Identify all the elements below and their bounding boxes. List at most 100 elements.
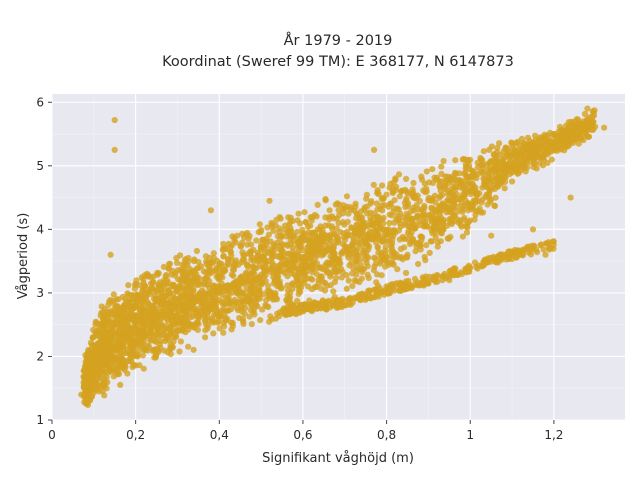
- data-point: [374, 244, 381, 251]
- data-point: [147, 330, 154, 337]
- data-point: [557, 139, 565, 146]
- data-point: [567, 194, 574, 201]
- data-point: [502, 165, 509, 172]
- data-point: [224, 282, 231, 289]
- data-point: [490, 256, 497, 263]
- data-point: [552, 141, 559, 148]
- data-point: [116, 326, 123, 333]
- data-point: [298, 284, 305, 291]
- data-point: [370, 210, 377, 217]
- data-point: [131, 332, 138, 340]
- data-point: [404, 190, 411, 197]
- data-point: [99, 352, 106, 359]
- data-point: [395, 171, 403, 178]
- data-point: [204, 325, 211, 332]
- data-point: [84, 401, 92, 408]
- data-point: [220, 329, 227, 336]
- data-point: [179, 279, 186, 286]
- data-point: [436, 225, 443, 233]
- data-point: [503, 256, 510, 263]
- data-point: [459, 233, 466, 240]
- x-tick-label: 0,8: [377, 428, 396, 442]
- data-point: [532, 154, 539, 161]
- data-point: [580, 137, 587, 144]
- data-point: [318, 273, 325, 280]
- data-point: [178, 326, 185, 333]
- data-point: [265, 282, 272, 289]
- data-point: [251, 270, 258, 277]
- data-point: [462, 161, 469, 168]
- data-point: [434, 216, 441, 223]
- data-point: [492, 162, 500, 169]
- data-point: [293, 275, 300, 282]
- data-point: [401, 244, 408, 251]
- data-point: [247, 283, 254, 290]
- data-point: [105, 369, 112, 376]
- data-point: [298, 301, 306, 308]
- data-point: [521, 155, 528, 162]
- data-point: [125, 292, 132, 299]
- data-point: [173, 254, 180, 262]
- data-point: [462, 189, 469, 196]
- data-point: [256, 221, 263, 228]
- data-point: [210, 250, 217, 257]
- data-point: [195, 320, 202, 327]
- data-point: [362, 256, 369, 263]
- data-point: [340, 210, 347, 217]
- data-point: [224, 307, 231, 314]
- data-point: [200, 298, 207, 306]
- data-point: [529, 246, 536, 253]
- data-point: [399, 233, 406, 241]
- data-point: [456, 195, 464, 203]
- data-point: [242, 293, 249, 300]
- data-point: [171, 295, 178, 302]
- data-point: [352, 229, 359, 236]
- data-point: [273, 271, 280, 278]
- data-point: [571, 127, 578, 134]
- data-point: [253, 265, 260, 272]
- data-point: [171, 318, 178, 325]
- data-point: [211, 319, 218, 326]
- data-point: [258, 281, 265, 288]
- data-point: [300, 254, 307, 261]
- data-point: [207, 207, 214, 214]
- data-point: [512, 166, 519, 173]
- data-point: [106, 343, 113, 350]
- data-point: [389, 229, 396, 236]
- data-point: [276, 313, 283, 320]
- data-point: [346, 232, 353, 239]
- data-point: [144, 298, 151, 306]
- data-point: [193, 247, 200, 255]
- data-point: [202, 253, 209, 260]
- data-point: [104, 379, 111, 386]
- data-point: [447, 267, 454, 274]
- data-point: [315, 300, 322, 307]
- x-tick-label: 0: [48, 428, 56, 442]
- data-point: [478, 156, 485, 163]
- data-point: [392, 187, 399, 194]
- data-point: [207, 259, 214, 266]
- data-point: [169, 327, 176, 334]
- data-point: [456, 183, 463, 191]
- data-point: [544, 159, 551, 166]
- data-point: [95, 327, 102, 334]
- data-point: [253, 302, 260, 309]
- data-point: [101, 316, 108, 323]
- data-point: [555, 128, 563, 135]
- data-point: [262, 263, 269, 271]
- data-point: [353, 221, 360, 228]
- data-point: [228, 242, 235, 249]
- data-point: [240, 252, 247, 259]
- data-point: [158, 293, 165, 300]
- data-point: [368, 198, 375, 205]
- data-point: [84, 375, 91, 382]
- data-point: [160, 279, 167, 287]
- data-point: [239, 239, 246, 246]
- data-point: [537, 134, 544, 141]
- data-point: [392, 175, 399, 182]
- data-point: [173, 259, 181, 266]
- data-point: [294, 217, 301, 224]
- data-point: [463, 229, 471, 236]
- data-point: [421, 212, 428, 219]
- data-point: [462, 202, 469, 209]
